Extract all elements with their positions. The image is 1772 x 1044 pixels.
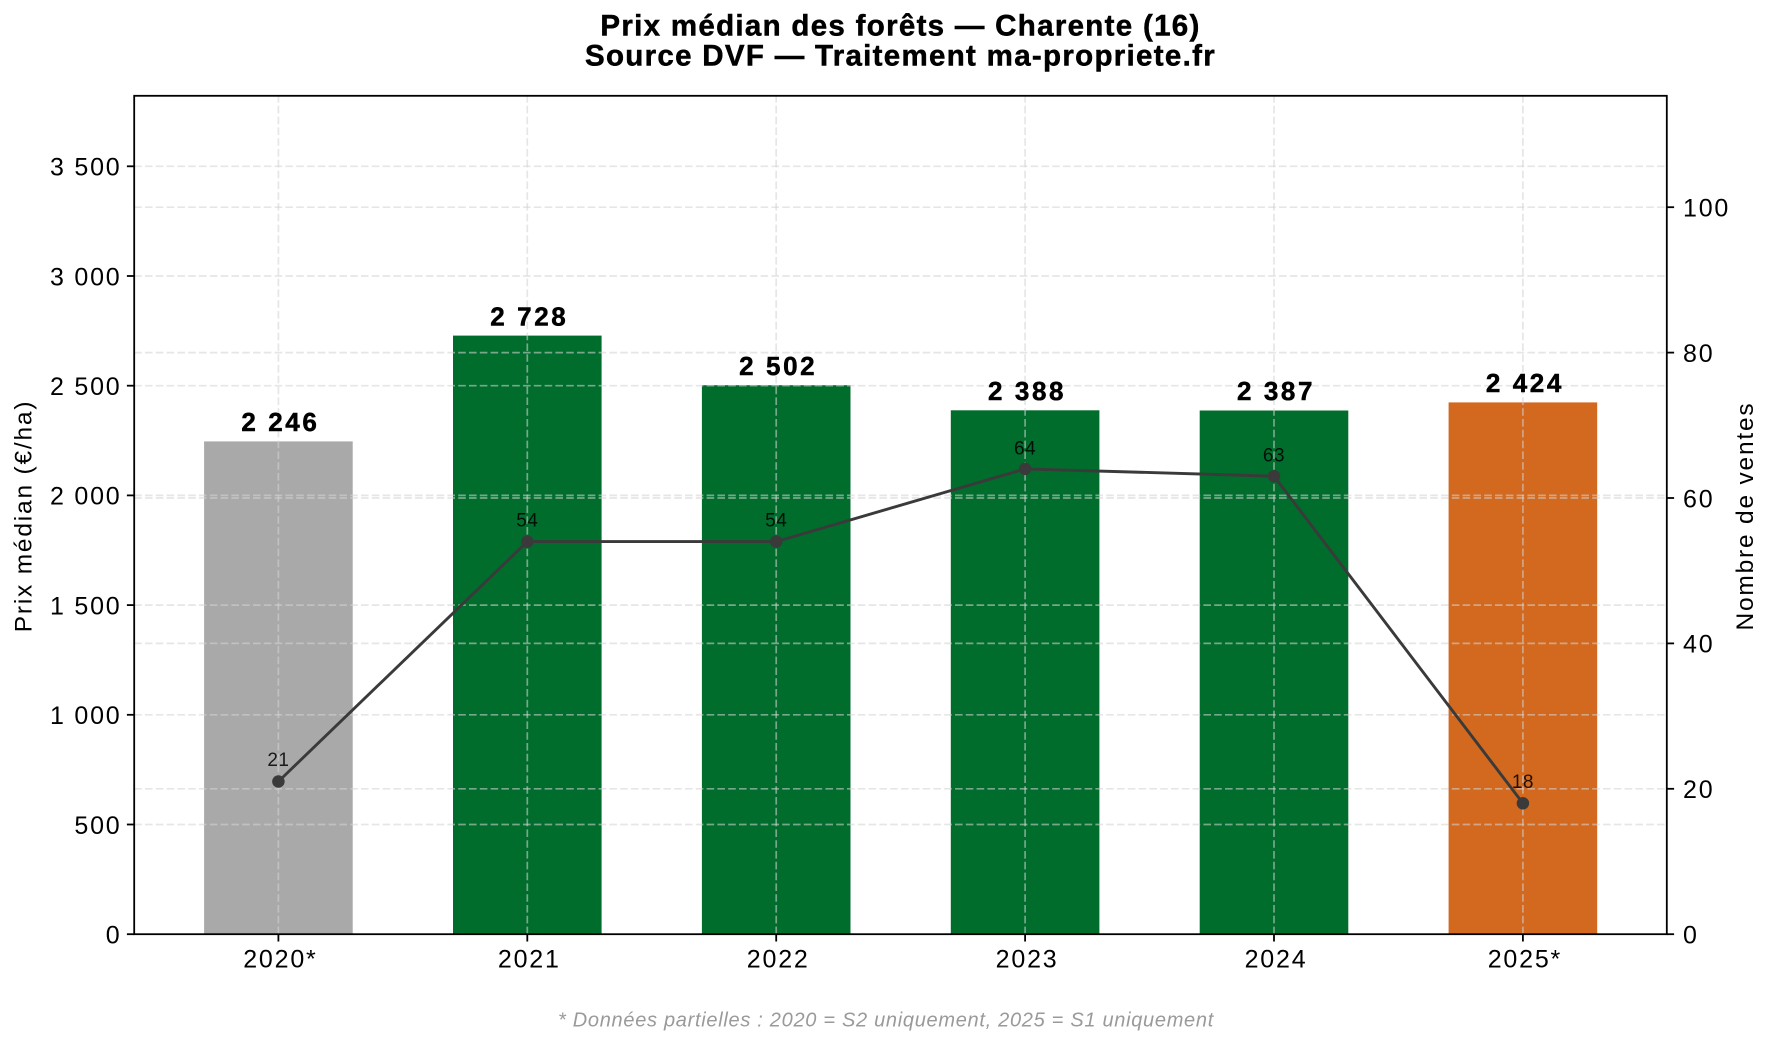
svg-text:2023: 2023 <box>996 946 1059 974</box>
svg-text:2022: 2022 <box>747 946 810 974</box>
svg-text:2 502: 2 502 <box>739 351 817 381</box>
svg-text:Nombre de ventes: Nombre de ventes <box>1732 402 1759 631</box>
svg-text:1 000: 1 000 <box>50 702 122 730</box>
svg-text:500: 500 <box>74 812 121 840</box>
svg-text:1 500: 1 500 <box>50 592 122 620</box>
svg-text:2 000: 2 000 <box>50 483 122 511</box>
svg-text:Source DVF — Traitement ma-pro: Source DVF — Traitement ma-propriete.fr <box>585 39 1216 72</box>
svg-text:63: 63 <box>1263 445 1285 466</box>
svg-text:Prix médian (€/ha): Prix médian (€/ha) <box>11 400 38 633</box>
svg-text:64: 64 <box>1014 439 1036 460</box>
svg-text:40: 40 <box>1683 631 1714 659</box>
svg-text:3 500: 3 500 <box>50 154 122 182</box>
svg-text:54: 54 <box>765 510 787 531</box>
svg-text:18: 18 <box>1512 772 1534 793</box>
svg-text:0: 0 <box>1683 922 1699 950</box>
svg-text:60: 60 <box>1683 485 1714 513</box>
svg-text:2021: 2021 <box>498 946 561 974</box>
svg-text:2 388: 2 388 <box>988 376 1066 406</box>
svg-text:2 387: 2 387 <box>1237 376 1315 406</box>
svg-text:0: 0 <box>106 922 122 950</box>
svg-text:100: 100 <box>1683 195 1730 223</box>
svg-text:Prix médian des forêts — Chare: Prix médian des forêts — Charente (16) <box>600 9 1200 42</box>
svg-text:80: 80 <box>1683 340 1714 368</box>
svg-text:2 424: 2 424 <box>1486 368 1564 398</box>
svg-text:20: 20 <box>1683 776 1714 804</box>
svg-text:* Données partielles : 2020 =: * Données partielles : 2020 = S2 uniquem… <box>558 1009 1215 1031</box>
svg-text:2 246: 2 246 <box>241 407 319 437</box>
svg-text:2024: 2024 <box>1245 946 1308 974</box>
svg-text:2 728: 2 728 <box>490 301 568 331</box>
svg-text:2 500: 2 500 <box>50 373 122 401</box>
svg-text:2020*: 2020* <box>243 946 317 974</box>
svg-text:21: 21 <box>267 750 289 771</box>
svg-text:54: 54 <box>516 510 538 531</box>
svg-text:3 000: 3 000 <box>50 263 122 291</box>
svg-text:2025*: 2025* <box>1488 946 1562 974</box>
